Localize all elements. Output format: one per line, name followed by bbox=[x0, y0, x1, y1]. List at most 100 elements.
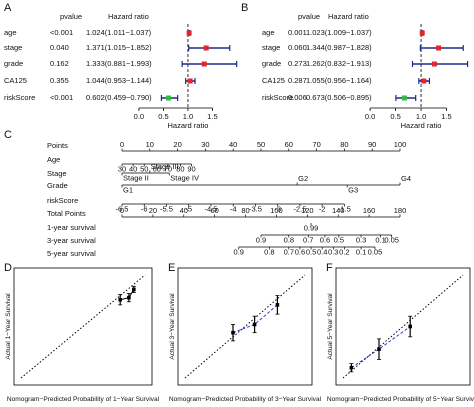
scale-tick-label: 60 bbox=[153, 164, 161, 173]
scale-tick-label: 0.1 bbox=[356, 247, 366, 256]
row-label: riskScore bbox=[262, 93, 293, 102]
panel-letter: D bbox=[4, 262, 12, 274]
scale-tick-label: 0.1 bbox=[375, 235, 385, 244]
hazard-ratio-label: 1.024(1.011−1.037) bbox=[86, 28, 152, 37]
column-header: Hazard ratio bbox=[108, 12, 149, 21]
row-label: Grade bbox=[47, 181, 68, 190]
calibration-point bbox=[118, 297, 122, 302]
scale-tick-label: 0.6 bbox=[320, 235, 330, 244]
scale-tick-label: -4.5 bbox=[204, 204, 217, 213]
scale-tick-label: 50 bbox=[140, 164, 148, 173]
y-axis-title: Actual 5−Year Survival bbox=[327, 293, 334, 360]
scale-tick-label: -4 bbox=[230, 204, 237, 213]
scale-tick-label: 0.3 bbox=[328, 247, 338, 256]
plot-frame bbox=[335, 267, 471, 386]
p-value: 0.001 bbox=[288, 28, 307, 37]
x-axis-title: Nomogram−Predicted Probability of 1−Year… bbox=[7, 396, 160, 403]
scale-tick-label: 0.9 bbox=[234, 247, 244, 256]
p-value: <0.001 bbox=[50, 28, 73, 37]
scale-tick-label: 140 bbox=[332, 206, 345, 215]
scale-tick-label: 60 bbox=[210, 206, 218, 215]
panel-letter: B bbox=[241, 2, 248, 14]
scale-tick-label: 90 bbox=[187, 164, 195, 173]
scale-tick-label: -3 bbox=[274, 204, 281, 213]
scale-tick-label: 0.7 bbox=[284, 247, 294, 256]
calibration-line bbox=[351, 326, 411, 369]
scale-tick-label: -3.5 bbox=[249, 204, 262, 213]
scale-tick-label: 0.9 bbox=[256, 235, 266, 244]
hazard-ratio-label: 1.044(0.953−1.144) bbox=[86, 76, 152, 85]
panel-letter: C bbox=[4, 129, 12, 141]
calibration-point bbox=[127, 295, 131, 300]
panel-letter: F bbox=[326, 262, 333, 274]
p-value: 0.162 bbox=[50, 59, 69, 68]
row-label: CA125 bbox=[262, 76, 285, 85]
row-label: stage bbox=[262, 43, 280, 52]
panel-letter: E bbox=[168, 262, 175, 274]
scale-tick-label: 100 bbox=[270, 206, 283, 215]
scale-tick-label: Stage IV bbox=[170, 173, 199, 182]
scale-tick-label: 40 bbox=[129, 164, 137, 173]
scale-tick-label: 80 bbox=[176, 164, 184, 173]
y-axis-title: Actual 3−Year Survival bbox=[169, 293, 176, 360]
row-label: stage bbox=[4, 43, 22, 52]
p-value: 0.273 bbox=[288, 59, 307, 68]
scale-tick-label: 180 bbox=[394, 206, 407, 215]
row-label: Total Points bbox=[47, 209, 86, 218]
scale-tick-label: 0.8 bbox=[264, 247, 274, 256]
scale-tick-label: 30 bbox=[201, 140, 209, 149]
p-value: 0.006 bbox=[288, 93, 307, 102]
y-axis-title: Actual 1−Year Survival bbox=[5, 293, 12, 360]
calibration-point bbox=[132, 287, 136, 292]
calibration-point bbox=[252, 322, 257, 327]
hazard-ratio-marker bbox=[436, 45, 442, 51]
scale-tick-label: 20 bbox=[173, 140, 181, 149]
x-tick-label: 1.0 bbox=[416, 112, 426, 121]
hazard-ratio-label: 1.055(0.956−1.164) bbox=[306, 76, 372, 85]
hazard-ratio-marker bbox=[187, 78, 193, 84]
hazard-ratio-marker bbox=[203, 45, 209, 51]
scale-tick-label: 40 bbox=[180, 206, 188, 215]
scale-tick-label: -5.5 bbox=[160, 204, 173, 213]
column-header: pvalue bbox=[60, 12, 82, 21]
x-axis-title: Hazard ratio bbox=[168, 121, 209, 130]
scale-tick-label: 0.5 bbox=[334, 235, 344, 244]
x-tick-label: 0.5 bbox=[158, 112, 168, 121]
scale-tick-label: 160 bbox=[363, 206, 376, 215]
scale-tick-label: 80 bbox=[340, 140, 348, 149]
hazard-ratio-label: 0.602(0.459−0.790) bbox=[86, 93, 152, 102]
scale-tick-label: 0.6 bbox=[295, 247, 305, 256]
calibration-point bbox=[275, 303, 280, 307]
hazard-ratio-label: 1.023(1.009−1.037) bbox=[306, 28, 372, 37]
scale-tick-label: 60 bbox=[285, 140, 293, 149]
row-label: riskScore bbox=[47, 196, 78, 205]
p-value: 0.060 bbox=[288, 43, 307, 52]
scale-tick-label: -2.5 bbox=[293, 204, 306, 213]
scale-tick-label: 40 bbox=[229, 140, 237, 149]
scale-tick-label: Stage III bbox=[151, 162, 179, 171]
scale-tick-label: G1 bbox=[123, 185, 133, 194]
hazard-ratio-label: 0.673(0.506−0.895) bbox=[306, 93, 372, 102]
p-value: 0.355 bbox=[50, 76, 69, 85]
row-label: age bbox=[4, 28, 17, 37]
scale-tick-label: 0 bbox=[120, 140, 124, 149]
hazard-ratio-label: 1.333(0.881−1.993) bbox=[86, 59, 152, 68]
row-label: 5-year survival bbox=[47, 249, 96, 258]
column-header: pvalue bbox=[298, 12, 320, 21]
p-value: <0.001 bbox=[50, 93, 73, 102]
x-tick-label: 1.0 bbox=[183, 112, 193, 121]
calibration-point bbox=[408, 324, 412, 329]
scale-tick-label: -6.5 bbox=[116, 204, 129, 213]
scale-tick-label: 0 bbox=[120, 206, 124, 215]
panel-letter: A bbox=[4, 2, 12, 14]
scale-tick-label: 0.7 bbox=[303, 235, 313, 244]
x-tick-label: 1.5 bbox=[207, 112, 217, 121]
scale-tick-label: 10 bbox=[146, 140, 154, 149]
row-label: age bbox=[262, 28, 275, 37]
x-axis-title: Hazard ratio bbox=[401, 121, 442, 130]
row-label: 1-year survival bbox=[47, 223, 96, 232]
x-tick-label: 0.0 bbox=[134, 112, 144, 121]
hazard-ratio-label: 1.344(0.987−1.828) bbox=[306, 43, 372, 52]
scale-tick-label: -5 bbox=[185, 204, 192, 213]
row-label: Stage bbox=[47, 169, 67, 178]
